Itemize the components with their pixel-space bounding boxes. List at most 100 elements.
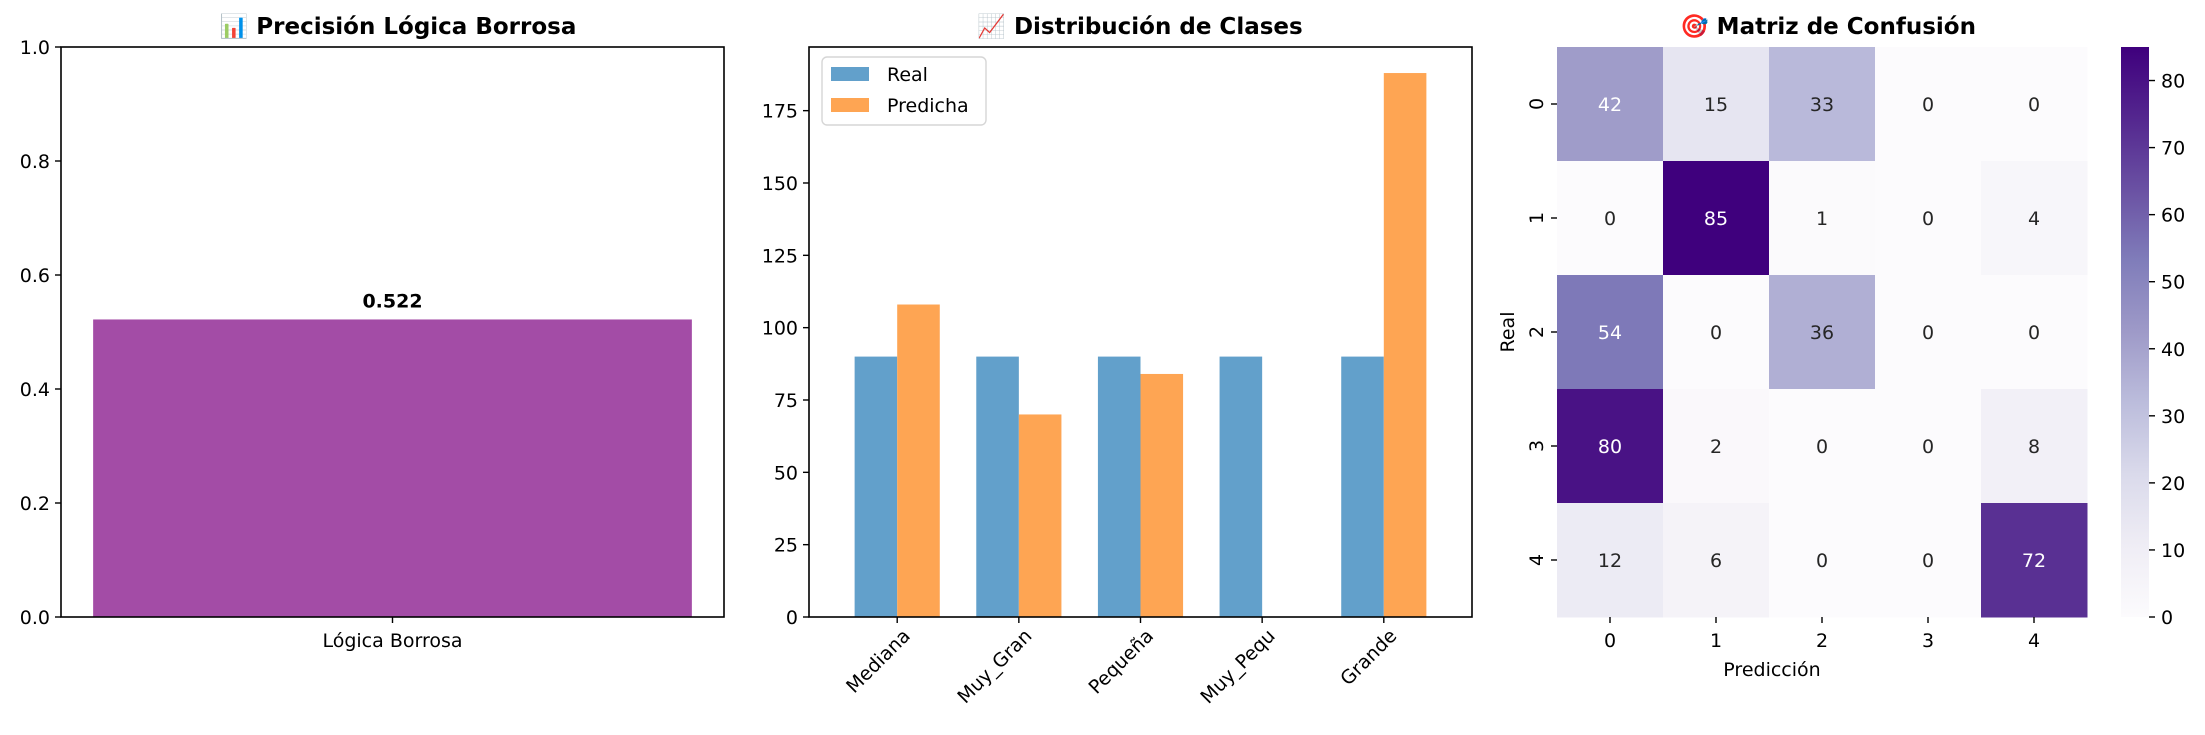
bar-predicha (897, 304, 940, 617)
heatmap-cell (1981, 161, 2088, 276)
accuracy-bar-label: 0.522 (362, 290, 422, 312)
bar-real (1097, 356, 1141, 617)
heatmap-cell (1769, 47, 1876, 162)
heatmap-cell (1557, 275, 1664, 390)
accuracy-chart-frame (60, 46, 725, 618)
x-tick-label: Muy_Pequ (1196, 625, 1279, 708)
bar-real (1219, 356, 1263, 617)
x-tick-label: 1 (1710, 630, 1722, 652)
heatmap-cell (1875, 503, 1982, 618)
heatmap-cell (1769, 389, 1876, 504)
y-tick-label: 0.0 (20, 607, 50, 629)
y-tick-label: 2 (1526, 326, 1548, 338)
heatmap-cell-value: 15 (1704, 94, 1728, 116)
heatmap-cell-value: 0 (1816, 550, 1828, 572)
heatmap-cell-value: 80 (1598, 436, 1622, 458)
heatmap-cell-value: 0 (1922, 436, 1934, 458)
x-tick-label: Mediana (842, 625, 915, 698)
heatmap-cell-value: 0 (1604, 208, 1616, 230)
colorbar-tick-label: 20 (2161, 473, 2185, 495)
distribution-legend: Real Predicha (821, 56, 987, 126)
heatmap-cell-value: 72 (2022, 550, 2046, 572)
heatmap-cell (1875, 389, 1982, 504)
colorbar-tick-label: 50 (2161, 272, 2185, 294)
heatmap-cell-value: 6 (1710, 550, 1722, 572)
bar-predicha (1140, 373, 1184, 617)
heatmap-cell (1981, 389, 2088, 504)
heatmap-cell (1769, 503, 1876, 618)
bar-predicha (1018, 414, 1062, 617)
heatmap-cell (1981, 275, 2088, 390)
heatmap-cell-value: 0 (1922, 208, 1934, 230)
legend-label-predicha: Predicha (887, 95, 969, 117)
bar-real (1341, 356, 1384, 617)
y-tick-label: 100 (762, 318, 798, 340)
heatmap-cell-value: 0 (1922, 550, 1934, 572)
legend-label-real: Real (887, 64, 928, 86)
heatmap-cell-value: 0 (1922, 322, 1934, 344)
heatmap-cell-value: 0 (2028, 94, 2040, 116)
y-tick-label: 175 (762, 101, 798, 123)
colorbar-tick-label: 40 (2161, 339, 2185, 361)
y-tick-label: 0 (786, 607, 798, 629)
y-tick-label: 1 (1526, 212, 1548, 224)
y-tick-label: 4 (1526, 554, 1548, 566)
heatmap-cell (1981, 47, 2088, 162)
heatmap-cell-value: 54 (1598, 322, 1622, 344)
heatmap-cell-value: 1 (1816, 208, 1828, 230)
heatmap-cell (1663, 275, 1770, 390)
accuracy-bar (93, 319, 692, 617)
bar-real (976, 356, 1019, 617)
colorbar (2121, 47, 2149, 617)
heatmap-cell-value: 2 (1710, 436, 1722, 458)
distribution-chart-frame (808, 46, 1473, 618)
confusion-matrix: 🎯 Matriz de Confusión 42 15 33 0 00 85 1 0 454 0 3… (1497, 13, 2185, 681)
confusion-matrix-ylabel: Real (1497, 312, 1519, 353)
heatmap-cell (1769, 275, 1876, 390)
y-tick-label: 0.8 (20, 151, 50, 173)
legend-swatch-predicha (831, 98, 869, 112)
colorbar-tick-label: 70 (2161, 138, 2185, 160)
y-tick-label: 150 (762, 173, 798, 195)
heatmap-cell (1875, 47, 1982, 162)
heatmap-cell-value: 42 (1598, 94, 1622, 116)
x-tick-label: 3 (1922, 630, 1934, 652)
heatmap-cell-value: 85 (1704, 208, 1728, 230)
bar-real (854, 356, 898, 617)
colorbar-tick-label: 80 (2161, 71, 2185, 93)
y-tick-label: 125 (762, 245, 798, 267)
heatmap-cell (1663, 503, 1770, 618)
colorbar-tick-label: 60 (2161, 205, 2185, 227)
heatmap-cell (1981, 503, 2088, 618)
heatmap-cell-value: 0 (2028, 322, 2040, 344)
heatmap-cell (1663, 161, 1770, 276)
heatmap-cell-value: 0 (1710, 322, 1722, 344)
distribution-chart-title: 📈 Distribución de Clases (977, 13, 1302, 40)
heatmap-cell (1557, 161, 1664, 276)
heatmap-cell-value: 12 (1598, 550, 1622, 572)
bar-predicha (1383, 73, 1427, 618)
heatmap-cell (1875, 161, 1982, 276)
heatmap-cell (1769, 161, 1876, 276)
colorbar-tick-label: 10 (2161, 540, 2185, 562)
x-tick-label: 0 (1604, 630, 1616, 652)
y-tick-label: 3 (1526, 440, 1548, 452)
colorbar-tick-label: 0 (2161, 607, 2173, 629)
accuracy-chart-title: 📊 Precisión Lógica Borrosa (220, 13, 577, 40)
heatmap-cell (1663, 389, 1770, 504)
heatmap-cell (1557, 503, 1664, 618)
y-tick-label: 50 (774, 462, 798, 484)
confusion-matrix-xlabel: Predicción (1723, 659, 1820, 681)
y-tick-label: 75 (774, 390, 798, 412)
distribution-chart: 📈 Distribución de Clases 0 25 50 75 100 125 15… (762, 13, 1473, 708)
heatmap-cell-value: 0 (1922, 94, 1934, 116)
heatmap-cell-value: 4 (2028, 208, 2040, 230)
heatmap-cell (1663, 47, 1770, 162)
legend-swatch-real (831, 67, 869, 81)
x-tick-label: Pequeña (1085, 625, 1159, 699)
y-tick-label: 0.6 (20, 265, 50, 287)
x-tick-label: Lógica Borrosa (322, 630, 462, 652)
y-tick-label: 0 (1526, 98, 1548, 110)
accuracy-chart: 📊 Precisión Lógica Borrosa 0.522 0.0 0.2 0… (20, 13, 725, 652)
x-tick-label: 4 (2028, 630, 2040, 652)
